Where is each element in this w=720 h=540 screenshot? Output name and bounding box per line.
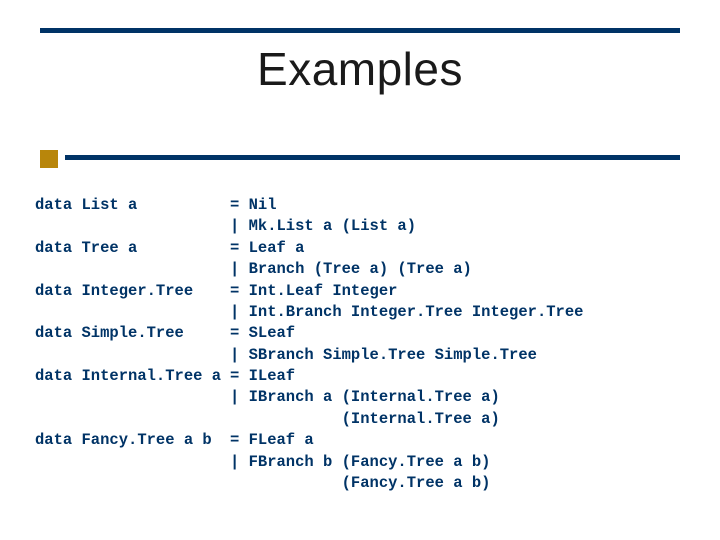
code-line: | Mk.List a (List a): [35, 216, 705, 237]
code-rhs: = Int.Leaf Integer: [230, 281, 397, 302]
code-line: data Integer.Tree= Int.Leaf Integer: [35, 281, 705, 302]
code-line: (Fancy.Tree a b): [35, 473, 705, 494]
code-line: data Internal.Tree a= ILeaf: [35, 366, 705, 387]
code-line: | FBranch b (Fancy.Tree a b): [35, 452, 705, 473]
code-rhs: (Internal.Tree a): [230, 409, 500, 430]
code-lhs: data Simple.Tree: [35, 323, 230, 344]
code-lhs: data List a: [35, 195, 230, 216]
code-line: data Tree a= Leaf a: [35, 238, 705, 259]
code-listing: data List a= Nil| Mk.List a (List a)data…: [35, 195, 705, 494]
code-line: | SBranch Simple.Tree Simple.Tree: [35, 345, 705, 366]
code-rhs: | IBranch a (Internal.Tree a): [230, 387, 500, 408]
slide-title: Examples: [0, 42, 720, 96]
top-horizontal-rule: [40, 28, 680, 33]
code-lhs: data Fancy.Tree a b: [35, 430, 230, 451]
code-rhs: = Leaf a: [230, 238, 304, 259]
code-rhs: = Nil: [230, 195, 277, 216]
code-rhs: = ILeaf: [230, 366, 295, 387]
code-line: | Branch (Tree a) (Tree a): [35, 259, 705, 280]
code-rhs: = FLeaf a: [230, 430, 314, 451]
code-rhs: | SBranch Simple.Tree Simple.Tree: [230, 345, 537, 366]
code-rhs: | Int.Branch Integer.Tree Integer.Tree: [230, 302, 583, 323]
code-lhs: data Internal.Tree a: [35, 366, 230, 387]
code-rhs: | FBranch b (Fancy.Tree a b): [230, 452, 490, 473]
code-line: data Simple.Tree= SLeaf: [35, 323, 705, 344]
code-lhs: data Integer.Tree: [35, 281, 230, 302]
code-rhs: | Mk.List a (List a): [230, 216, 416, 237]
code-line: (Internal.Tree a): [35, 409, 705, 430]
code-line: | Int.Branch Integer.Tree Integer.Tree: [35, 302, 705, 323]
mid-horizontal-rule: [65, 155, 680, 160]
code-line: data List a= Nil: [35, 195, 705, 216]
bullet-square-icon: [40, 150, 58, 168]
code-line: | IBranch a (Internal.Tree a): [35, 387, 705, 408]
code-rhs: (Fancy.Tree a b): [230, 473, 490, 494]
code-lhs: data Tree a: [35, 238, 230, 259]
code-rhs: | Branch (Tree a) (Tree a): [230, 259, 472, 280]
code-line: data Fancy.Tree a b= FLeaf a: [35, 430, 705, 451]
code-rhs: = SLeaf: [230, 323, 295, 344]
